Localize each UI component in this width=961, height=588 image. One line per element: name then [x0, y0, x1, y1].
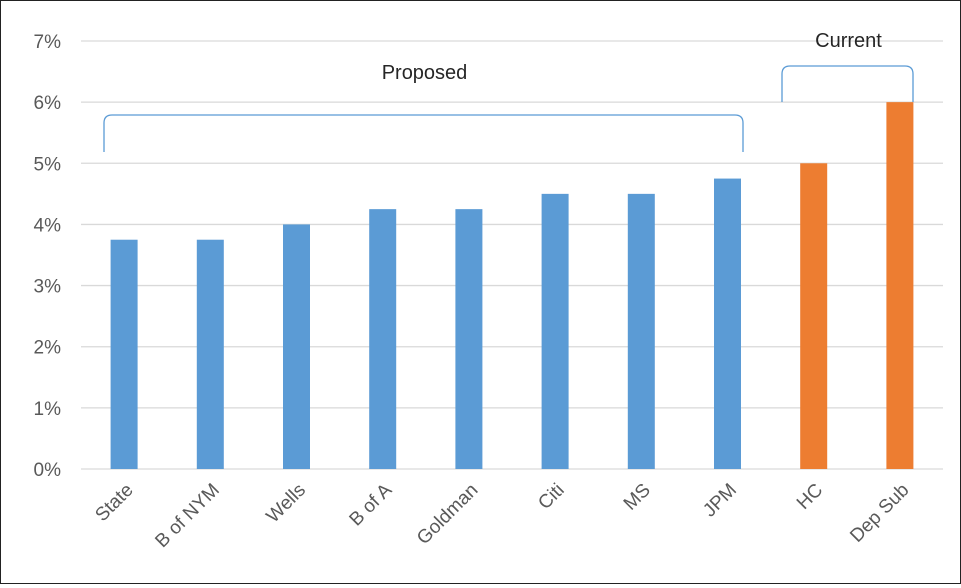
bar-citi [541, 193, 569, 469]
x-category-label: MS [620, 480, 655, 515]
x-axis-labels: State B of NYM Wells B of A Goldman Citi MS JPM… [91, 479, 913, 552]
bar-b-of-a [369, 209, 397, 469]
gridlines [81, 40, 943, 470]
y-axis-ticks: 0% 1% 2% 3% 4% 5% 6% 7% [34, 32, 62, 481]
y-tick-label: 7% [34, 32, 62, 53]
x-category-label: Wells [263, 480, 310, 527]
bracket-current [781, 65, 914, 102]
y-tick-label: 1% [34, 399, 62, 420]
x-category-label: Dep Sub [846, 480, 913, 547]
x-category-label: Goldman [413, 480, 482, 549]
y-tick-label: 2% [34, 338, 62, 359]
bar-dep-sub [886, 102, 914, 470]
y-tick-label: 5% [34, 154, 62, 175]
bar-jpm [714, 178, 741, 470]
y-tick-label: 6% [34, 93, 62, 114]
x-category-label: JPM [699, 480, 741, 522]
x-category-label: HC [793, 480, 827, 514]
x-category-label: Citi [534, 480, 568, 514]
bar-b-of-nym [196, 239, 224, 469]
bars [110, 102, 914, 470]
x-category-label: State [91, 480, 137, 526]
x-category-label: B of NYM [151, 480, 223, 552]
y-tick-label: 3% [34, 277, 62, 298]
bar-state [110, 239, 138, 469]
annotation-proposed: Proposed [382, 62, 468, 84]
bar-ms [627, 193, 655, 469]
annotation-current: Current [815, 30, 882, 52]
y-tick-label: 4% [34, 215, 62, 236]
bar-hc [800, 163, 828, 470]
annotations: Proposed Current [103, 30, 914, 152]
y-tick-label: 0% [34, 460, 62, 481]
bracket-proposed [103, 114, 744, 152]
bar-wells [283, 224, 310, 469]
bar-goldman [455, 209, 483, 469]
x-category-label: B of A [346, 479, 397, 530]
